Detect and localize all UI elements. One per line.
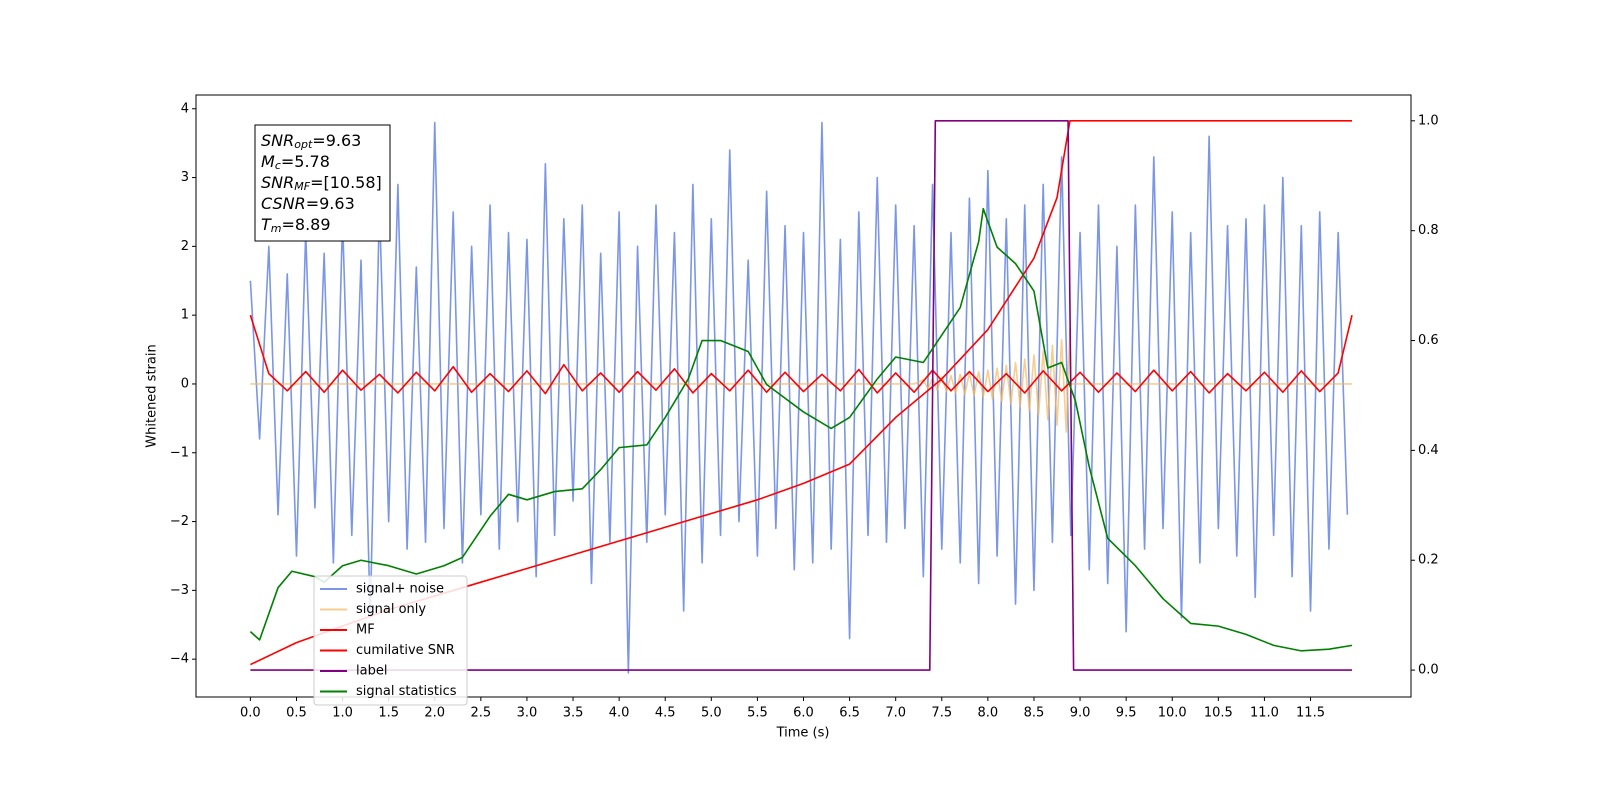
- x-tick-label: 7.0: [885, 706, 906, 721]
- y2-tick-label: 0.0: [1418, 663, 1439, 678]
- y2-tick-label: 0.8: [1418, 223, 1439, 238]
- series-line: [249, 314, 1353, 395]
- x-tick-label: 10.0: [1158, 706, 1187, 721]
- y-tick-label: 2: [181, 239, 189, 254]
- annotation-value: =9.63: [312, 131, 361, 150]
- x-tick-label: 2.5: [471, 706, 492, 721]
- annotation-value: =9.63: [306, 194, 355, 213]
- legend-label: signal only: [356, 602, 426, 617]
- legend-label: signal+ noise: [356, 582, 444, 597]
- annotation-symbol: T: [261, 215, 272, 234]
- y-tick-label: −4: [170, 652, 189, 667]
- y-tick-label: 0: [181, 376, 189, 391]
- annotation-line: Mc=5.78: [261, 152, 330, 173]
- series-line: [249, 121, 1349, 674]
- y2-tick-label: 0.4: [1418, 443, 1439, 458]
- axes-frame: [195, 94, 1412, 698]
- x-tick-label: 5.5: [747, 706, 768, 721]
- annotation-value: =[10.58]: [310, 173, 382, 192]
- legend-label: signal statistics: [356, 684, 457, 699]
- x-tick-label: 10.5: [1204, 706, 1233, 721]
- x-tick-label: 3.0: [517, 706, 538, 721]
- x-tick-label: 1.5: [378, 706, 399, 721]
- annotation-value: =5.78: [281, 152, 330, 171]
- x-tick-label: 9.5: [1116, 706, 1137, 721]
- legend-label: label: [356, 664, 387, 679]
- x-tick-label: 2.0: [424, 706, 445, 721]
- y-tick-label: −1: [170, 445, 189, 460]
- annotation-line: Tm=8.89: [261, 215, 331, 236]
- x-tick-label: 9.0: [1070, 706, 1091, 721]
- annotation-line: SNRopt=9.63: [261, 131, 361, 152]
- x-tick-label: 3.5: [563, 706, 584, 721]
- annotation-subscript: m: [271, 222, 282, 235]
- legend-frame: [313, 575, 468, 706]
- y-axis-label: Whitened strain: [145, 344, 160, 447]
- x-tick-label: 6.0: [793, 706, 814, 721]
- annotation-frame: [254, 124, 391, 242]
- x-tick-label: 1.0: [332, 706, 353, 721]
- annotation-box: SNRopt=9.63Mc=5.78SNRMF=[10.58]CSNR=9.63…: [254, 124, 391, 242]
- series-line: [250, 120, 1352, 671]
- annotation-subscript: MF: [294, 180, 310, 193]
- annotation-symbol: SNR: [261, 173, 294, 192]
- annotation-symbol: SNR: [261, 131, 294, 150]
- y2-tick-label: 0.6: [1418, 333, 1439, 348]
- y-tick-label: −2: [170, 514, 189, 529]
- y-tick-label: 3: [181, 170, 189, 185]
- x-tick-label: 7.5: [931, 706, 952, 721]
- annotation-line: SNRMF=[10.58]: [261, 173, 382, 194]
- x-tick-label: 0.5: [286, 706, 307, 721]
- y-tick-label: −3: [170, 583, 189, 598]
- y-tick-label: 4: [181, 101, 189, 116]
- legend-label: MF: [356, 623, 375, 638]
- annotation-symbol: CSNR: [261, 194, 306, 213]
- annotation-subscript: opt: [294, 138, 313, 151]
- annotation-line: CSNR=9.63: [261, 194, 355, 213]
- x-tick-label: 11.0: [1250, 706, 1279, 721]
- y2-tick-label: 0.2: [1418, 553, 1439, 568]
- x-tick-label: 5.0: [701, 706, 722, 721]
- series-line: [250, 328, 1352, 433]
- annotation-subscript: c: [275, 159, 281, 172]
- x-tick-label: 4.5: [655, 706, 676, 721]
- y-tick-label: 1: [181, 308, 189, 323]
- x-tick-label: 8.0: [978, 706, 999, 721]
- x-tick-label: 11.5: [1296, 706, 1325, 721]
- x-axis-label: Time (s): [776, 726, 830, 741]
- legend: signal+ noise signal only MF cumilative SNR…: [313, 575, 468, 706]
- x-tick-label: 0.0: [240, 706, 261, 721]
- x-tick-label: 6.5: [839, 706, 860, 721]
- x-tick-label: 8.5: [1024, 706, 1045, 721]
- legend-label: cumilative SNR: [356, 643, 455, 658]
- series-line: [249, 207, 1353, 652]
- x-tick-label: 4.0: [609, 706, 630, 721]
- annotation-symbol: M: [261, 152, 275, 171]
- annotation-value: =8.89: [282, 215, 331, 234]
- y2-tick-label: 1.0: [1418, 113, 1439, 128]
